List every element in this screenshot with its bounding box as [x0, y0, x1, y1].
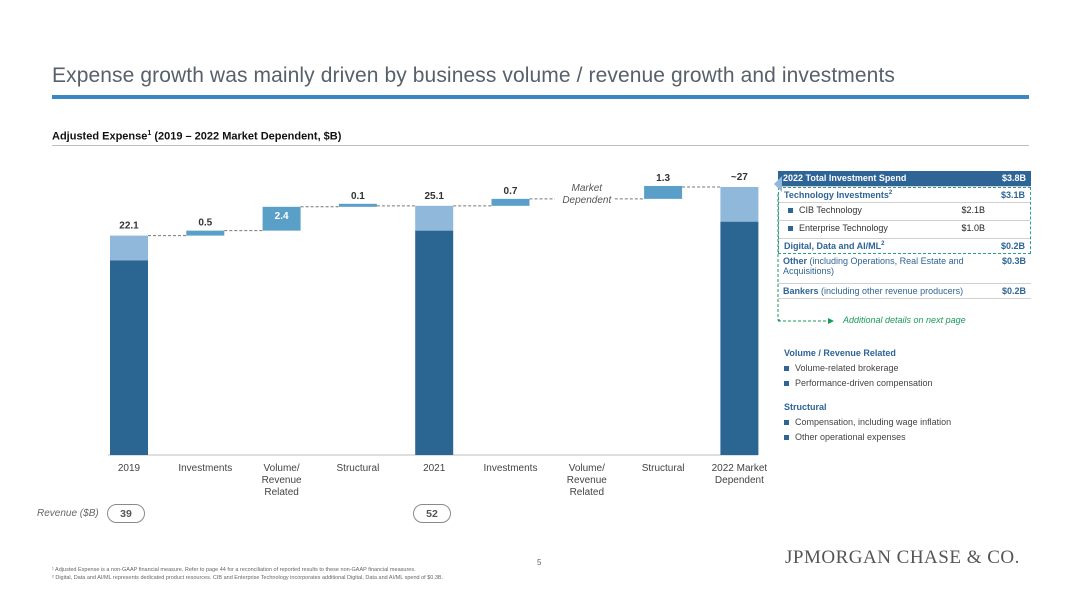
- subtitle-rule: [52, 145, 1029, 146]
- data-label: Market: [572, 183, 604, 194]
- x-tick-label: Investments: [178, 463, 232, 474]
- panel-row-digital: Digital, Data and AI/ML2 $0.2B: [779, 239, 1030, 253]
- bar-total: [110, 260, 148, 455]
- waterfall-chart: 22.120190.5Investments2.4Volume/RevenueR…: [108, 172, 768, 498]
- bar-total-light: [415, 205, 454, 231]
- footnote-2: ² Digital, Data and AI/ML represents ded…: [52, 575, 444, 581]
- panel-row-mid-value: $2.1B: [961, 205, 985, 215]
- data-label: 2.4: [275, 211, 289, 222]
- bar-total: [720, 221, 759, 455]
- bar-delta: [491, 198, 530, 206]
- bar-total-light: [720, 186, 759, 222]
- panel-header-value: $3.8B: [1001, 173, 1026, 183]
- footnotes: ¹ Adjusted Expense is a non-GAAP financi…: [52, 566, 443, 582]
- panel-row-bankers: Bankers (including other revenue produce…: [778, 284, 1031, 299]
- subtitle-footnote-marker: 1: [147, 130, 152, 137]
- legend-heading: Volume / Revenue Related: [784, 348, 896, 358]
- subtitle-main: Adjusted Expense: [52, 130, 148, 143]
- panel-row-other: Other (including Operations, Real Estate…: [778, 254, 1031, 284]
- panel-row-label: Technology Investments2: [784, 190, 893, 200]
- arrow-right-icon: [778, 318, 834, 324]
- chart-subtitle: Adjusted Expense1 (2019 – 2022 Market De…: [52, 130, 341, 143]
- x-tick-label: 2021: [423, 463, 446, 474]
- panel-header-label: 2022 Total Investment Spend: [783, 173, 907, 183]
- data-label: 0.1: [351, 191, 365, 202]
- revenue-label: Revenue ($B): [37, 508, 99, 519]
- x-tick-label: Revenue: [567, 475, 607, 486]
- bar-total: [415, 230, 454, 455]
- bar-delta: [262, 206, 301, 231]
- panel-row-label: Enterprise Technology: [784, 223, 945, 233]
- x-tick-label: Related: [570, 487, 604, 498]
- panel-row-value: $0.2B: [1000, 241, 1025, 251]
- legend-item: Performance-driven compensation: [784, 378, 933, 388]
- revenue-pill-2019: 39: [107, 504, 145, 523]
- page-number: 5: [537, 558, 542, 567]
- panel-row-cib: CIB Technology $2.1B: [779, 203, 1030, 221]
- data-label: 22.1: [119, 221, 139, 232]
- panel-row-technology: Technology Investments2 $3.1B: [779, 188, 1030, 203]
- bullet-icon: [788, 208, 793, 214]
- subtitle-rest: (2019 – 2022 Market Dependent, $B): [151, 130, 342, 143]
- data-label: 0.5: [198, 218, 212, 229]
- bullet-icon: [788, 226, 793, 232]
- x-tick-label: Structural: [642, 463, 685, 474]
- footnote-1: ¹ Adjusted Expense is a non-GAAP financi…: [52, 567, 416, 573]
- panel-row-value: $3.1B: [1000, 190, 1025, 200]
- x-tick-label: Related: [264, 487, 298, 498]
- legend-heading: Structural: [784, 402, 827, 412]
- data-label: Dependent: [562, 195, 612, 206]
- revenue-pill-2021: 52: [413, 504, 451, 523]
- x-tick-label: Volume/: [264, 463, 300, 474]
- x-tick-label: Revenue: [262, 475, 302, 486]
- x-tick-label: 2022 Market: [712, 463, 768, 474]
- x-tick-label: Investments: [484, 463, 538, 474]
- data-label: 1.3: [656, 173, 670, 184]
- additional-details-link[interactable]: Additional details on next page: [843, 315, 966, 325]
- data-label: ~27: [731, 172, 748, 183]
- panel-row-value: $0.2B: [1001, 286, 1026, 296]
- x-tick-label: 2019: [118, 463, 141, 474]
- legend-item: Compensation, including wage inflation: [784, 417, 951, 427]
- legend-volume-revenue: Volume / Revenue Related Volume-related …: [784, 348, 933, 393]
- panel-row-label: CIB Technology: [784, 205, 945, 215]
- legend-structural: Structural Compensation, including wage …: [784, 402, 951, 447]
- panel-row-label: Bankers (including other revenue produce…: [783, 286, 964, 296]
- legend-item: Volume-related brokerage: [784, 363, 933, 373]
- panel-row-label: Digital, Data and AI/ML2: [784, 241, 885, 251]
- x-tick-label: Dependent: [715, 475, 764, 486]
- panel-header: 2022 Total Investment Spend $3.8B: [778, 171, 1031, 187]
- data-label: 0.7: [504, 186, 518, 197]
- technology-box: Technology Investments2 $3.1B CIB Techno…: [778, 187, 1031, 254]
- bullet-icon: [784, 381, 789, 387]
- company-logo: JPMORGAN CHASE & CO.: [785, 547, 1020, 568]
- bullet-icon: [784, 435, 789, 441]
- panel-row-label: Other (including Operations, Real Estate…: [783, 256, 964, 276]
- investment-panel: 2022 Total Investment Spend $3.8B Techno…: [778, 171, 1031, 299]
- bar-delta: [644, 185, 683, 199]
- x-tick-label: Structural: [337, 463, 380, 474]
- panel-row-mid-value: $1.0B: [961, 223, 985, 233]
- page-title: Expense growth was mainly driven by busi…: [52, 64, 895, 87]
- title-rule: [52, 95, 1029, 99]
- bullet-icon: [784, 366, 789, 372]
- panel-row-value: $0.3B: [1001, 256, 1026, 266]
- bar-delta: [186, 230, 225, 236]
- bar-delta: [338, 203, 377, 207]
- panel-pointer: [774, 176, 782, 321]
- bullet-icon: [784, 420, 789, 426]
- panel-row-enterprise: Enterprise Technology $1.0B: [779, 221, 1030, 239]
- data-label: 25.1: [424, 191, 444, 202]
- legend-item: Other operational expenses: [784, 432, 951, 442]
- x-tick-label: Volume/: [569, 463, 605, 474]
- bar-total-light: [110, 235, 148, 261]
